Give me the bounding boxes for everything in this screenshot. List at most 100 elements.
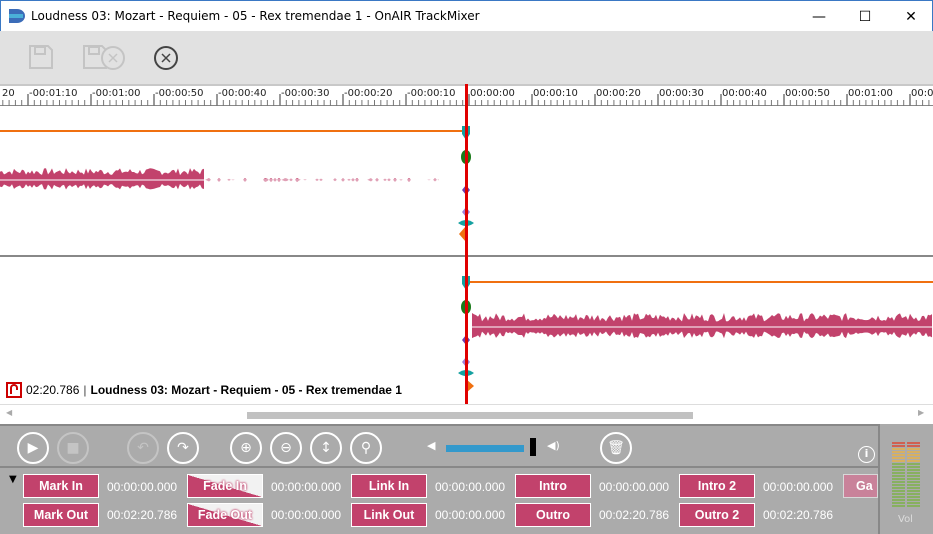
vu-segment xyxy=(907,484,920,486)
fade-marker[interactable] xyxy=(459,226,466,242)
trash-button[interactable]: 🗑 xyxy=(600,432,632,464)
close-button[interactable]: ✕ xyxy=(905,8,917,25)
ruler-label: 00:00:20 xyxy=(596,88,641,99)
outro-time: 00:02:20.786 xyxy=(599,508,670,522)
separator: | xyxy=(83,383,87,397)
vu-segment xyxy=(907,505,920,507)
button-label: Mark In xyxy=(39,479,83,493)
vu-segment xyxy=(892,481,905,483)
minimize-button[interactable]: — xyxy=(812,8,826,25)
vu-segment xyxy=(892,505,905,507)
link-in-button[interactable]: Link In xyxy=(351,474,427,498)
fade-in-time: 00:00:00.000 xyxy=(271,480,342,494)
zoom-fit-button[interactable]: ⚲ xyxy=(350,432,382,464)
zoom-vertical-button[interactable]: ↕ xyxy=(310,432,342,464)
outro-2-button[interactable]: Outro 2 xyxy=(679,503,755,527)
playhead[interactable] xyxy=(465,84,468,404)
track-info: 02:20.786 | Loudness 03: Mozart - Requie… xyxy=(6,382,402,398)
ruler-label: -00:00:50 xyxy=(155,88,204,99)
ga-button[interactable]: Ga xyxy=(843,474,878,498)
transport-bar: ▶ ■ ↶ ↷ ⊕ ⊖ ↕ ⚲ ◀ ◀) 🗑 i xyxy=(0,424,878,468)
ruler-label: -00:00:20 xyxy=(344,88,393,99)
vu-segment xyxy=(892,442,905,444)
horizontal-scrollbar[interactable]: ◀ ▶ xyxy=(0,404,933,424)
track-warning-icon xyxy=(6,382,22,398)
fade-out-time: 00:00:00.000 xyxy=(271,508,342,522)
vu-segment xyxy=(892,463,905,465)
button-label: Link Out xyxy=(363,508,415,522)
info-button[interactable]: i xyxy=(858,446,875,463)
redo-button[interactable]: ↷ xyxy=(167,432,199,464)
button-label: Intro xyxy=(539,479,567,493)
vu-segment xyxy=(892,484,905,486)
vu-segment xyxy=(892,454,905,456)
button-label: Outro 2 xyxy=(694,508,740,522)
close-circle-icon[interactable] xyxy=(153,45,179,71)
vu-segment xyxy=(907,502,920,504)
link-in-time: 00:00:00.000 xyxy=(435,480,506,494)
ruler-label: -00:00:10 xyxy=(407,88,456,99)
mark-out-button[interactable]: Mark Out xyxy=(23,503,99,527)
app-logo-icon xyxy=(9,9,25,23)
vu-segment xyxy=(907,466,920,468)
volume-slider[interactable] xyxy=(446,445,536,452)
zoom-out-button[interactable]: ⊖ xyxy=(270,432,302,464)
stop-button[interactable]: ■ xyxy=(57,432,89,464)
fade-out-button[interactable]: Fade Out xyxy=(187,503,263,527)
ruler-label: 00:00:00 xyxy=(470,88,515,99)
vu-segment xyxy=(907,487,920,489)
outro-button[interactable]: Outro xyxy=(515,503,591,527)
vu-segment xyxy=(907,490,920,492)
vu-label: Vol xyxy=(898,514,913,525)
play-button[interactable]: ▶ xyxy=(17,432,49,464)
intro-2-button[interactable]: Intro 2 xyxy=(679,474,755,498)
intro-button[interactable]: Intro xyxy=(515,474,591,498)
scroll-left-icon[interactable]: ◀ xyxy=(6,408,13,417)
volume-slider-knob[interactable] xyxy=(530,438,536,456)
save-icon[interactable] xyxy=(28,44,54,70)
ruler-label: 00:00:50 xyxy=(785,88,830,99)
mark-out-time: 00:02:20.786 xyxy=(107,508,178,522)
volume-high-icon: ◀) xyxy=(547,439,560,452)
ruler-label: 00:00:30 xyxy=(659,88,704,99)
mark-in-button[interactable]: Mark In xyxy=(23,474,99,498)
collapse-toggle-icon[interactable]: ▼ xyxy=(9,474,17,485)
fade-in-button[interactable]: Fade In xyxy=(187,474,263,498)
vu-segment xyxy=(907,472,920,474)
link-out-button[interactable]: Link Out xyxy=(351,503,427,527)
vu-segment xyxy=(907,454,920,456)
button-label: Ga xyxy=(856,479,873,493)
vu-segment xyxy=(892,469,905,471)
track2-waveform xyxy=(472,313,932,339)
vu-segment xyxy=(892,487,905,489)
window-title: Loudness 03: Mozart - Requiem - 05 - Rex… xyxy=(31,9,480,23)
button-label: Fade Out xyxy=(197,508,253,522)
volume-low-icon: ◀ xyxy=(427,439,436,452)
ruler-label: 20 xyxy=(2,88,15,99)
vu-segment xyxy=(892,451,905,453)
ruler-label: -00:00:30 xyxy=(281,88,330,99)
vu-segment xyxy=(907,481,920,483)
vu-segment xyxy=(907,493,920,495)
scrollbar-thumb[interactable] xyxy=(247,412,693,419)
save-discard-icon[interactable] xyxy=(82,44,126,70)
marker-panel: ▼ Mark In 00:00:00.000 Fade In 00:00:00.000… xyxy=(0,468,878,534)
vu-segment xyxy=(892,445,905,447)
undo-button[interactable]: ↶ xyxy=(127,432,159,464)
ruler-label: 00:01:00 xyxy=(848,88,893,99)
maximize-button[interactable]: ☐ xyxy=(858,8,872,25)
fade-marker[interactable] xyxy=(466,379,474,393)
scroll-right-icon[interactable]: ▶ xyxy=(918,408,925,417)
ruler-label: 00:00:40 xyxy=(722,88,767,99)
outro-2-time: 00:02:20.786 xyxy=(763,508,834,522)
vu-segment xyxy=(892,475,905,477)
vu-segment xyxy=(907,475,920,477)
vu-meter-bars xyxy=(892,442,920,507)
vu-segment xyxy=(892,478,905,480)
intro-time: 00:00:00.000 xyxy=(599,480,670,494)
vu-segment xyxy=(907,460,920,462)
zoom-in-button[interactable]: ⊕ xyxy=(230,432,262,464)
track1-waveform xyxy=(0,168,204,190)
vu-segment xyxy=(907,445,920,447)
vu-segment xyxy=(892,499,905,501)
